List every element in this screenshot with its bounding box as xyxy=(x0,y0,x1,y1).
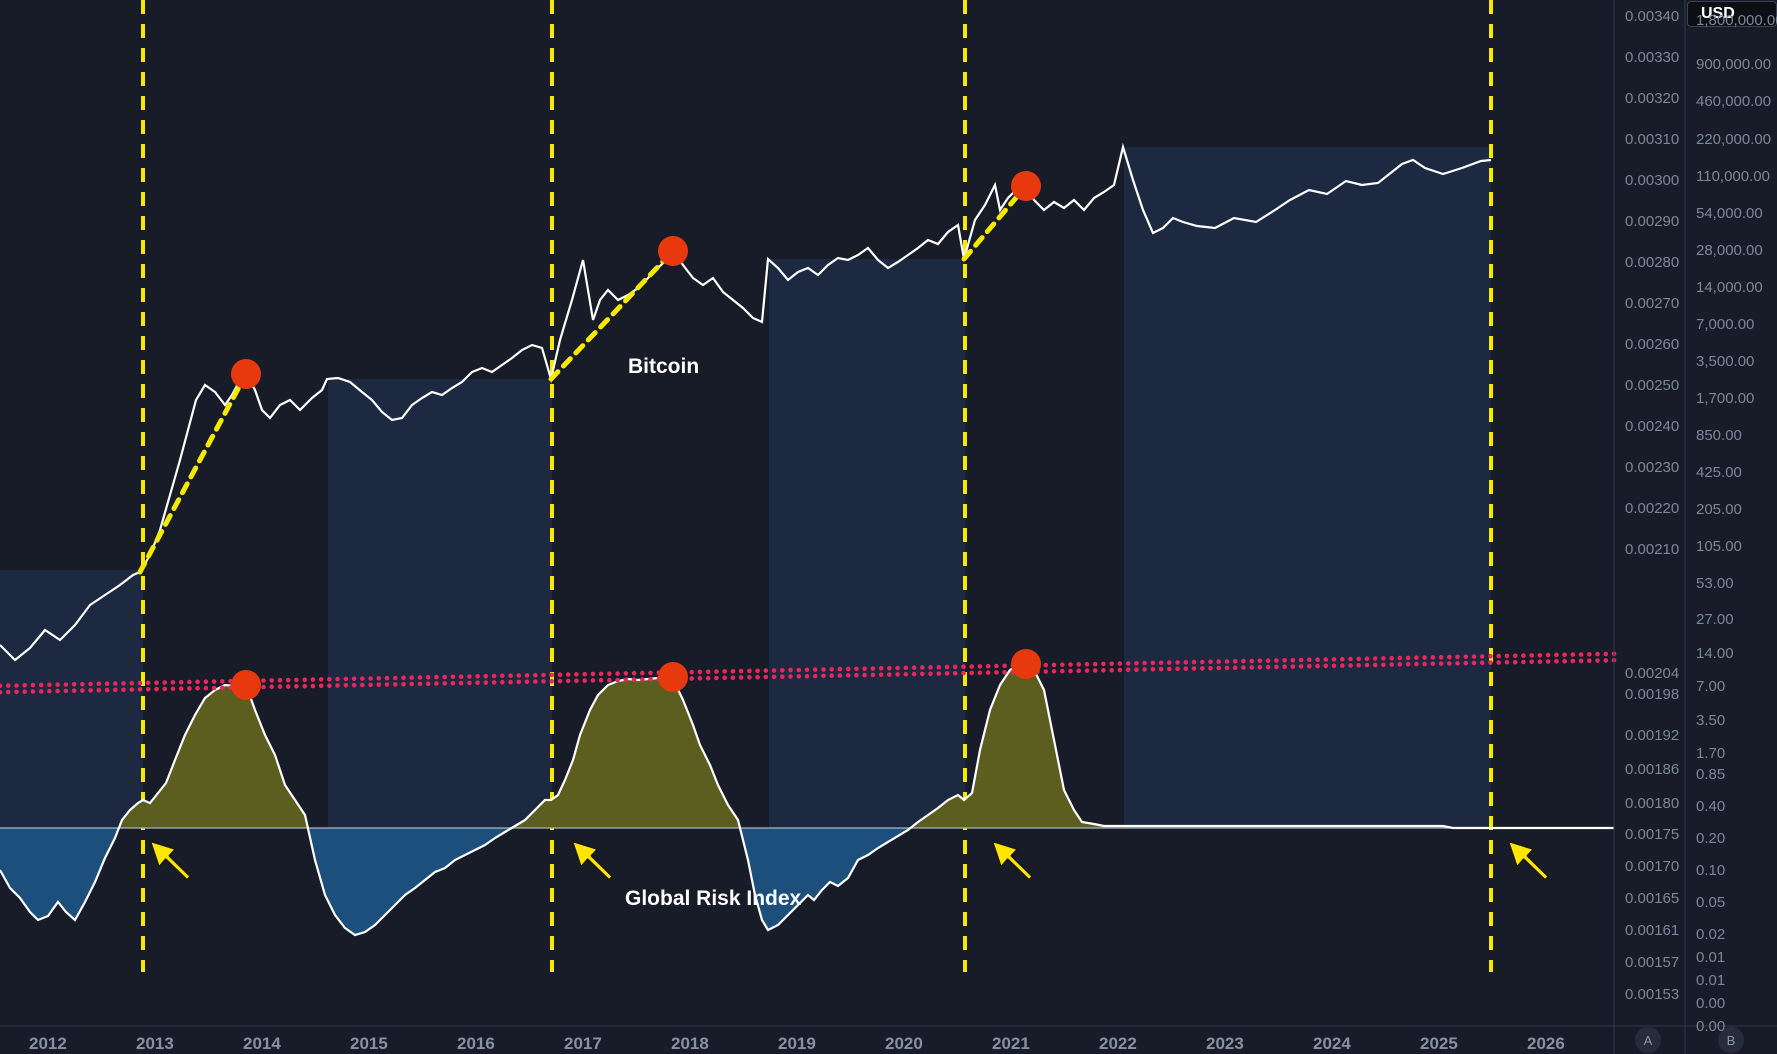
svg-text:B: B xyxy=(1727,1033,1736,1048)
svg-text:A: A xyxy=(1644,1033,1653,1048)
